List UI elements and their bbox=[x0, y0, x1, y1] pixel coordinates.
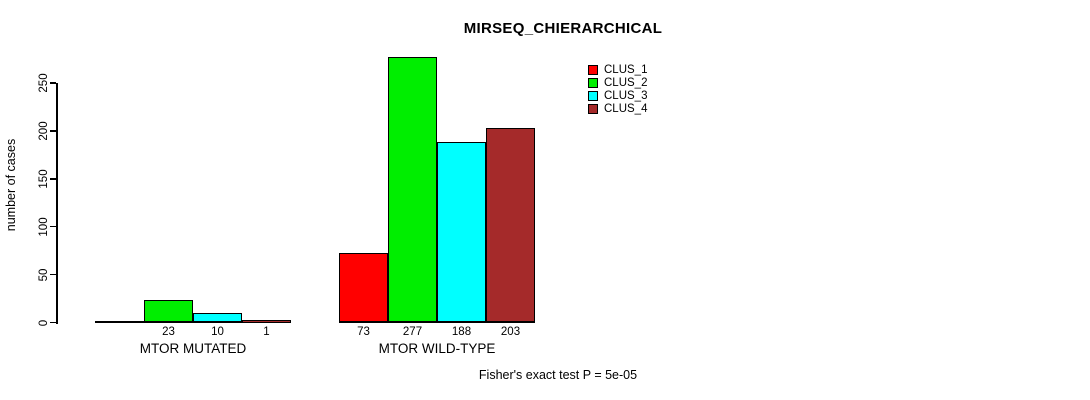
bar-clus_2-group2 bbox=[388, 57, 437, 323]
y-tick-label: 200 bbox=[38, 121, 50, 141]
legend-swatch-clus_3 bbox=[588, 91, 598, 101]
legend-swatch-clus_4 bbox=[588, 104, 598, 114]
bar-value-label: 277 bbox=[402, 326, 423, 338]
legend-swatch-clus_1 bbox=[588, 65, 598, 75]
category-label: MTOR WILD-TYPE bbox=[378, 341, 496, 356]
legend-label-clus_1: CLUS_1 bbox=[604, 64, 648, 76]
bar-clus_2-group1 bbox=[144, 300, 193, 323]
legend-swatch-clus_2 bbox=[588, 78, 598, 88]
bar-value-label: 188 bbox=[451, 326, 472, 338]
y-tick-mark bbox=[50, 178, 56, 180]
bar-clus_3-group2 bbox=[437, 142, 486, 323]
chart-title: MIRSEQ_CHIERARCHICAL bbox=[463, 20, 663, 37]
legend-label-clus_4: CLUS_4 bbox=[604, 103, 648, 115]
bar-value-label: 1 bbox=[263, 326, 270, 338]
y-tick-mark bbox=[50, 82, 56, 84]
y-axis-line bbox=[56, 83, 58, 324]
bar-value-label: 23 bbox=[162, 326, 175, 338]
bar-clus_4-group2 bbox=[486, 128, 535, 323]
bar-clus_4-group1 bbox=[242, 320, 291, 323]
y-tick-label: 250 bbox=[38, 73, 50, 93]
bar-value-label: 203 bbox=[500, 326, 521, 338]
y-tick-label: 100 bbox=[38, 217, 50, 237]
y-tick-mark bbox=[50, 321, 56, 324]
bar-clus_1-group2 bbox=[339, 252, 388, 323]
bar-value-label: 10 bbox=[211, 326, 224, 338]
y-tick-label: 50 bbox=[38, 268, 50, 281]
legend-label-clus_2: CLUS_2 bbox=[604, 77, 648, 89]
y-tick-mark bbox=[50, 130, 56, 132]
category-label: MTOR MUTATED bbox=[139, 341, 247, 356]
bar-clus_3-group1 bbox=[193, 312, 242, 323]
y-tick-mark bbox=[50, 273, 56, 276]
fisher-test-annotation: Fisher's exact test P = 5e-05 bbox=[478, 368, 638, 382]
y-tick-mark bbox=[50, 225, 56, 228]
y-tick-label: 0 bbox=[38, 319, 50, 326]
y-tick-label: 150 bbox=[38, 169, 50, 189]
y-axis-label: number of cases bbox=[4, 138, 18, 232]
legend-label-clus_3: CLUS_3 bbox=[604, 90, 648, 102]
bar-value-label: 73 bbox=[357, 326, 370, 338]
